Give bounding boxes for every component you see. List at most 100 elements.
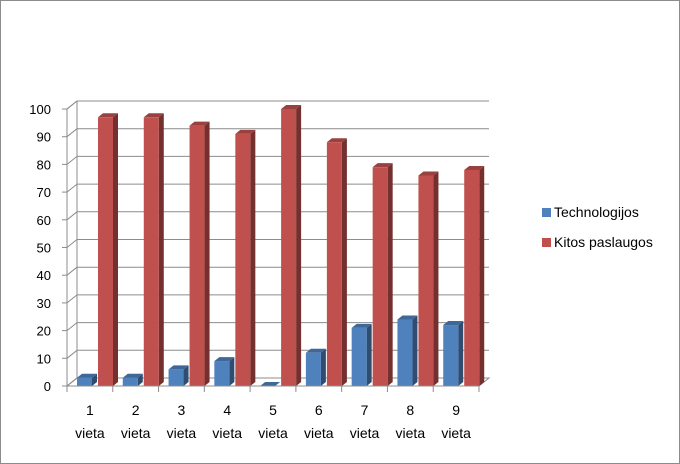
bar-front: [98, 117, 113, 386]
bar-top: [464, 165, 485, 170]
bar-top: [397, 315, 418, 320]
x-tick-label: 3: [178, 402, 186, 418]
bar-top: [214, 357, 235, 362]
x-tick-label: vieta: [258, 425, 288, 441]
bar-top: [305, 348, 326, 353]
bar-front: [77, 377, 92, 386]
gridline-side: [66, 377, 78, 387]
bar: [235, 129, 256, 386]
bar-front: [189, 125, 205, 387]
bar-top: [98, 113, 118, 118]
x-axis-tick-labels: 1 vieta 2 vieta 3 vieta 4 vieta 5 vieta 6 vieta 7 vie…: [75, 402, 471, 441]
bar: [122, 373, 143, 386]
legend-swatch: [542, 208, 551, 217]
bar: [443, 321, 464, 386]
bar-front: [326, 142, 342, 386]
bar-front: [397, 319, 413, 386]
x-tick-label: 1: [86, 402, 94, 418]
bar-front: [235, 133, 251, 386]
bar: [372, 163, 393, 386]
bar-side: [204, 121, 210, 387]
x-tick-label: 8: [406, 402, 414, 418]
bar-side: [137, 373, 143, 386]
bar-front: [305, 352, 321, 386]
bar: [397, 315, 418, 386]
x-tick-label: vieta: [121, 425, 151, 441]
bar-top: [77, 373, 97, 378]
bar: [305, 348, 326, 386]
x-tick-label: vieta: [304, 425, 334, 441]
legend-label: Technologijos: [554, 204, 639, 220]
bar-front: [168, 369, 184, 386]
bar-top: [143, 113, 164, 118]
x-tick-label: 2: [132, 402, 140, 418]
x-tick-label: vieta: [350, 425, 380, 441]
bar: [464, 165, 485, 386]
legend-swatch: [542, 238, 551, 247]
bar-side: [387, 163, 393, 386]
y-tick-label: 50: [37, 241, 51, 256]
bar-side: [158, 113, 164, 386]
bar-side: [92, 373, 97, 386]
gridline-side: [66, 266, 78, 276]
bar-front: [443, 325, 459, 386]
bar-front: [122, 377, 138, 386]
bar-side: [296, 105, 302, 386]
gridline-side: [66, 322, 78, 331]
bar: [281, 105, 302, 386]
bar-side: [366, 323, 372, 386]
x-tick-label: 7: [361, 402, 369, 418]
legend-item: Kitos paslaugos: [542, 234, 653, 250]
gridline-side: [66, 239, 78, 248]
y-tick-label: 70: [37, 185, 51, 200]
bar-front: [281, 109, 297, 386]
bar-side: [113, 113, 118, 386]
x-tick-label: vieta: [75, 425, 105, 441]
bar: [260, 382, 281, 386]
gridline-side: [66, 183, 78, 193]
legend-label: Kitos paslaugos: [554, 234, 653, 250]
x-tick-label: 6: [315, 402, 323, 418]
bar-side: [183, 365, 189, 386]
bar-front: [351, 327, 367, 386]
bar-side: [412, 315, 418, 386]
bar: [98, 113, 118, 386]
x-tick-label: 9: [452, 402, 460, 418]
bar-side: [479, 165, 485, 386]
x-tick-label: vieta: [396, 425, 426, 441]
bar-front: [143, 117, 159, 386]
bar: [351, 323, 372, 386]
bar: [418, 171, 439, 386]
bar-side: [458, 321, 464, 386]
bar-front: [372, 167, 388, 386]
bar: [168, 365, 189, 386]
bar-side: [341, 138, 347, 386]
y-tick-label: 40: [37, 268, 51, 283]
y-tick-label: 80: [37, 157, 51, 172]
bar: [143, 113, 164, 386]
y-tick-label: 0: [44, 379, 51, 394]
bar-top: [326, 138, 347, 143]
bar-top: [351, 323, 372, 328]
bar-top: [281, 105, 302, 109]
gridline-side: [66, 294, 78, 304]
gridline-side: [66, 128, 78, 138]
bar-top: [443, 321, 464, 326]
bar-top: [260, 382, 281, 386]
y-tick-label: 100: [29, 102, 51, 117]
x-tick-label: 5: [269, 402, 277, 418]
bar-top: [235, 129, 256, 134]
bar-top: [122, 373, 143, 378]
y-tick-label: 30: [37, 296, 51, 311]
bar-front: [464, 169, 480, 386]
y-tick-label: 10: [37, 351, 51, 366]
bar-top: [189, 121, 210, 126]
bar-top: [372, 163, 393, 168]
bar-side: [320, 348, 326, 386]
x-tick-label: 4: [223, 402, 231, 418]
bar: [214, 357, 235, 386]
bar-top: [418, 171, 439, 176]
y-tick-label: 90: [37, 130, 51, 145]
bar-side: [433, 171, 439, 386]
